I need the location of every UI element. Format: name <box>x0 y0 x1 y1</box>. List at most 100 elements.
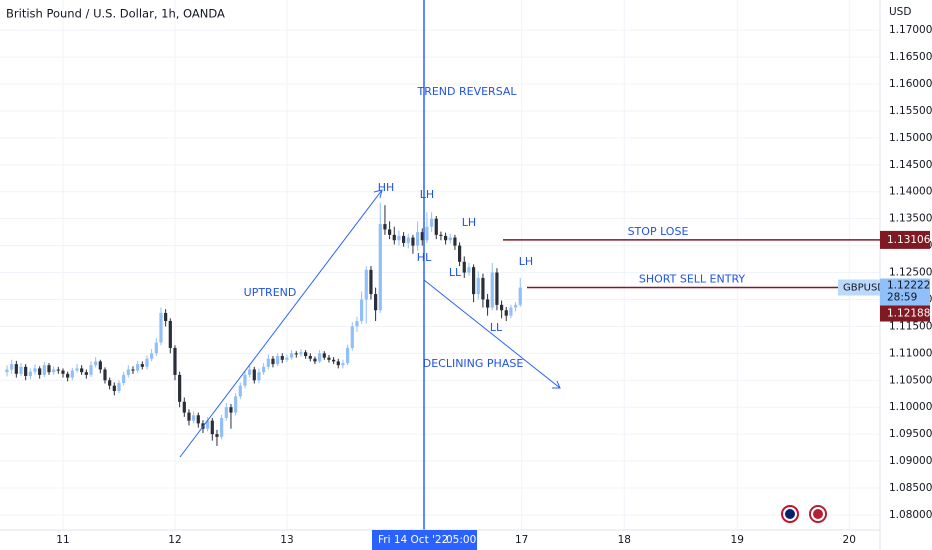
stop-loss-price: 1.13106 <box>887 234 931 246</box>
candle-body <box>126 369 130 375</box>
annotation: LH <box>462 216 476 229</box>
candle-body <box>243 374 247 386</box>
y-tick-label: 1.08000 <box>889 509 932 521</box>
candle-body <box>248 369 252 375</box>
annotation: HL <box>417 251 432 264</box>
candle-body <box>374 294 378 311</box>
candle-body <box>304 352 308 357</box>
price-box <box>880 305 930 322</box>
arrow-head <box>373 189 383 199</box>
candle-body <box>509 307 513 316</box>
y-tick-label: 1.16500 <box>889 51 932 63</box>
x-tick-label: 12 <box>168 534 181 546</box>
candle-body <box>112 385 116 392</box>
candle-body <box>89 365 93 375</box>
candle-body <box>420 232 424 241</box>
candle-body <box>252 369 256 381</box>
candle-body <box>322 353 326 358</box>
price-box <box>880 278 930 306</box>
candle-body <box>285 357 289 360</box>
y-tick-label: 1.15000 <box>889 132 932 144</box>
candle-body <box>266 358 270 367</box>
y-tick-label: 1.09000 <box>889 455 932 467</box>
candle-body <box>416 232 420 246</box>
x-tick-label: 19 <box>731 534 744 546</box>
candle-body <box>98 361 102 370</box>
candle-body <box>499 304 504 311</box>
candle-body <box>38 368 42 375</box>
candle-body <box>513 304 518 308</box>
annotation: LH <box>519 255 533 268</box>
candle-body <box>145 358 149 367</box>
stop-loss-label: STOP LOSE <box>628 225 689 238</box>
y-tick-label: 1.14500 <box>889 159 932 171</box>
y-tick-label: 1.13500 <box>889 213 932 225</box>
candle-body <box>490 272 494 308</box>
candle-body <box>439 234 443 236</box>
candle-body <box>140 364 144 367</box>
x-tick-label: 13 <box>280 534 293 546</box>
candle-body <box>5 369 9 373</box>
annotation: LL <box>449 266 462 279</box>
grid <box>0 0 880 530</box>
candle-body <box>318 353 322 362</box>
candle-body <box>94 361 98 366</box>
annotation: UPTREND <box>244 286 297 299</box>
candle-body <box>430 218 434 227</box>
entry-label: SHORT SELL ENTRY <box>639 273 745 286</box>
candle-body <box>220 417 224 437</box>
y-tick-label: 1.12500 <box>889 267 932 279</box>
candle-body <box>196 415 200 424</box>
y-tick-label: 1.17000 <box>889 24 932 36</box>
candle-body <box>33 368 37 372</box>
y-tick-label: 1.14000 <box>889 186 932 198</box>
y-tick-label: 1.16000 <box>889 78 932 90</box>
x-tick-label: 20 <box>843 534 856 546</box>
x-tick-label: 18 <box>618 534 631 546</box>
candle-body <box>229 407 233 413</box>
candle-body <box>341 363 345 366</box>
y-tick-label: 1.15500 <box>889 105 932 117</box>
countdown: 28:59 <box>887 292 917 304</box>
y-tick-label: 1.10500 <box>889 374 932 386</box>
x-tick-label: 17 <box>515 534 528 546</box>
candle-body <box>392 234 396 241</box>
annotation: DECLINING PHASE <box>423 357 524 370</box>
candle-body <box>182 401 186 413</box>
candle-body <box>66 373 70 378</box>
candle-body <box>476 277 480 295</box>
candle-body <box>70 370 74 378</box>
candle-body <box>457 245 462 262</box>
candle-body <box>206 420 210 429</box>
candle-body <box>52 369 56 373</box>
candle-body <box>215 434 219 437</box>
candle-body <box>61 370 65 374</box>
annotation: LH <box>420 188 434 201</box>
candle-body <box>453 237 457 246</box>
candle-body <box>355 321 359 327</box>
candle-body <box>308 356 312 359</box>
y-tick-label: 1.11000 <box>889 347 932 359</box>
candle-body <box>276 356 280 365</box>
candle-body <box>434 218 438 235</box>
candle-body <box>159 312 163 343</box>
price-box <box>880 230 930 249</box>
y-tick-label: 1.11500 <box>889 320 932 332</box>
candle-body <box>369 269 373 295</box>
candle-body <box>122 374 126 383</box>
candle-body <box>84 372 88 375</box>
candle-body <box>10 364 14 370</box>
candle-body <box>262 366 266 373</box>
candle-body <box>224 407 228 418</box>
candle-body <box>313 358 317 362</box>
candle-body <box>75 368 79 371</box>
crosshair-time: 05:00 <box>446 534 476 546</box>
y-tick-label: 1.08500 <box>889 482 932 494</box>
candle-body <box>178 374 182 402</box>
candle-body <box>42 365 46 375</box>
candle-body <box>495 272 499 305</box>
candle-body <box>28 371 32 376</box>
candle-body <box>136 364 140 371</box>
candle-body <box>80 368 84 373</box>
